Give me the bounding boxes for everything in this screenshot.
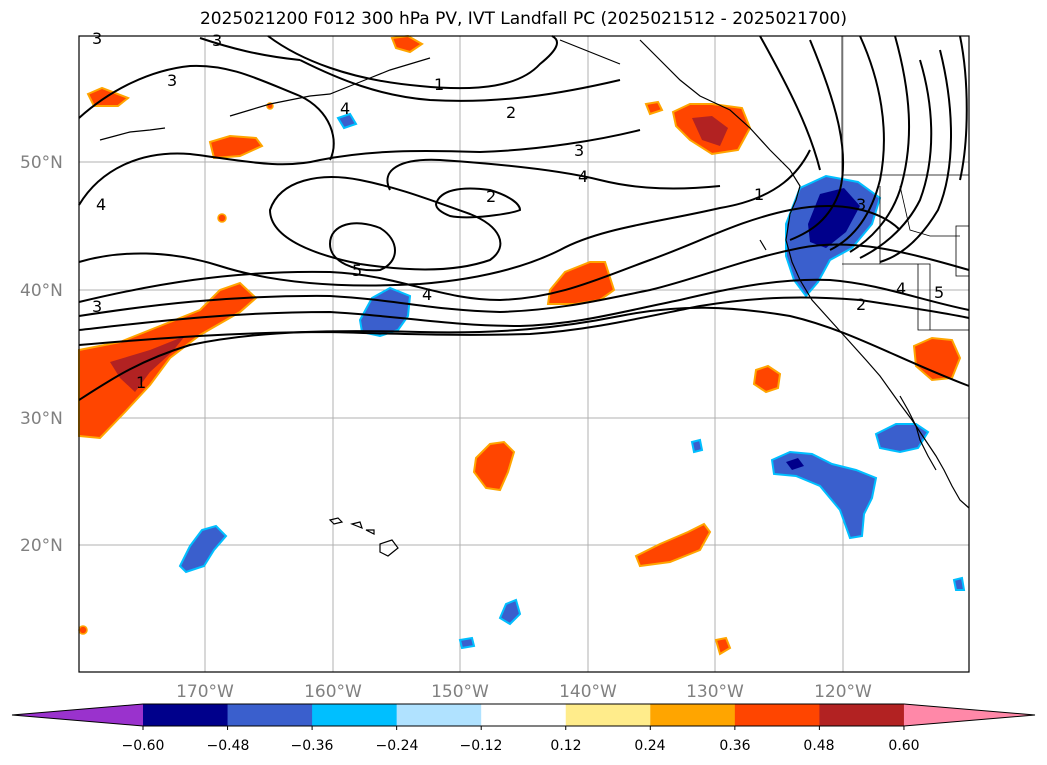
contour-label: 3 bbox=[92, 29, 102, 48]
contour-label: 4 bbox=[896, 279, 906, 298]
coastlines bbox=[99, 39, 970, 509]
colorbar-extend-min bbox=[12, 704, 143, 726]
positive-anomaly-patches bbox=[78, 34, 962, 656]
anomaly-patch-core bbox=[786, 458, 804, 470]
lon-label: 160°W bbox=[304, 682, 362, 702]
anomaly-patch bbox=[912, 336, 962, 382]
colorbar-tick-label: 0.12 bbox=[550, 738, 581, 754]
colorbar-segment bbox=[650, 704, 736, 726]
anomaly-patch bbox=[634, 522, 712, 568]
colorbar-segment bbox=[734, 704, 820, 726]
colorbar-segments bbox=[11, 703, 1036, 730]
colorbar-tick-label: 0.60 bbox=[888, 738, 919, 754]
colorbar-tick-label: 0.48 bbox=[803, 738, 834, 754]
anomaly-patch bbox=[458, 636, 476, 650]
lat-label: 30°N bbox=[20, 409, 63, 429]
anomaly-patch bbox=[472, 440, 516, 492]
colorbar-segment bbox=[481, 704, 567, 726]
anomaly-patch bbox=[690, 438, 704, 454]
contour-label: 4 bbox=[578, 167, 588, 186]
contour-label: 2 bbox=[506, 103, 516, 122]
lon-label: 140°W bbox=[559, 682, 617, 702]
map-background bbox=[79, 36, 969, 672]
anomaly-patch bbox=[498, 598, 522, 626]
lon-label: 120°W bbox=[814, 682, 872, 702]
anomaly-patch bbox=[874, 423, 930, 454]
colorbar-segment bbox=[396, 704, 482, 726]
colorbar-tick-label: −0.12 bbox=[460, 738, 503, 754]
longitude-labels: 170°W 160°W 150°W 140°W 130°W 120°W bbox=[176, 682, 872, 702]
colorbar-tick-label: −0.36 bbox=[291, 738, 334, 754]
anomaly-patch bbox=[752, 364, 782, 394]
lat-label: 50°N bbox=[20, 153, 63, 173]
contour-label: 3 bbox=[92, 297, 102, 316]
hawaiian-islands bbox=[328, 517, 399, 557]
contour-label: 2 bbox=[856, 295, 866, 314]
anomaly-patch bbox=[770, 450, 878, 540]
contour-label: 5 bbox=[352, 261, 362, 280]
anomaly-patch bbox=[78, 625, 88, 635]
colorbar-tick-label: 0.24 bbox=[634, 738, 665, 754]
lon-label: 170°W bbox=[176, 682, 234, 702]
contour-label: 2 bbox=[486, 187, 496, 206]
latitude-labels: 50°N 40°N 30°N 20°N bbox=[20, 153, 63, 556]
contour-label: 5 bbox=[934, 283, 944, 302]
colorbar-tick-label: 0.36 bbox=[719, 738, 750, 754]
colorbar-segment bbox=[143, 704, 229, 726]
colorbar-ticks: −0.60 −0.48 −0.36 −0.24 −0.12 0.12 0.24 … bbox=[122, 738, 920, 754]
anomaly-patch-core bbox=[808, 188, 860, 248]
contour-label: 3 bbox=[574, 141, 584, 160]
map-frame bbox=[78, 35, 970, 673]
colorbar-segment bbox=[312, 704, 398, 726]
contour-label: 1 bbox=[434, 75, 444, 94]
anomaly-patch bbox=[952, 576, 966, 591]
contour-label: 3 bbox=[856, 195, 866, 214]
contour-label: 3 bbox=[212, 31, 222, 50]
colorbar-tick-label: −0.60 bbox=[122, 738, 165, 754]
contour-label: 4 bbox=[422, 285, 432, 304]
contour-label: 1 bbox=[136, 373, 146, 392]
anomaly-patch-core bbox=[110, 336, 185, 392]
lat-label: 20°N bbox=[20, 536, 63, 556]
lon-label: 150°W bbox=[431, 682, 489, 702]
colorbar-tick-label: −0.24 bbox=[376, 738, 419, 754]
contour-label: 3 bbox=[167, 71, 177, 90]
colorbar-segment bbox=[227, 704, 313, 726]
colorbar: −0.60 −0.48 −0.36 −0.24 −0.12 0.12 0.24 … bbox=[11, 703, 1036, 754]
map-title: 2025021200 F012 300 hPa PV, IVT Landfall… bbox=[199, 9, 847, 29]
anomaly-patch-core bbox=[692, 116, 728, 146]
contour-label: 4 bbox=[96, 195, 106, 214]
colorbar-segment bbox=[819, 704, 905, 726]
contour-label: 4 bbox=[340, 99, 350, 118]
colorbar-segment bbox=[565, 704, 651, 726]
colorbar-tick-label: −0.48 bbox=[207, 738, 250, 754]
anomaly-patch bbox=[546, 261, 616, 305]
anomaly-patch bbox=[336, 112, 358, 130]
pv-contour-labels: 1 2 3 4 2 3 4 4 5 4 3 1 3 3 1 3 2 4 5 bbox=[92, 29, 944, 392]
anomaly-patch bbox=[217, 213, 227, 223]
contour-label: 1 bbox=[754, 185, 764, 204]
anomaly-patch bbox=[714, 636, 732, 656]
lat-label: 40°N bbox=[20, 281, 63, 301]
pv-contours bbox=[78, 35, 970, 401]
anomaly-patch bbox=[178, 524, 228, 574]
lon-label: 130°W bbox=[686, 682, 744, 702]
anomaly-patch bbox=[644, 100, 664, 116]
negative-anomaly-patches bbox=[178, 112, 966, 650]
colorbar-extend-max bbox=[903, 704, 1035, 726]
